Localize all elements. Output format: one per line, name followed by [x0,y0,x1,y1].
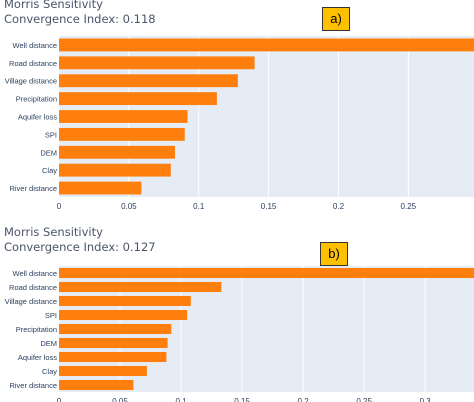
panel-tag-a: a) [322,7,350,31]
y-tick-label-b-7: Clay [42,367,57,376]
y-tick-label-b-8: River distance [9,381,57,390]
chart-title-b: Morris Sensitivity Convergence Index: 0.… [4,226,156,254]
bar-b-0 [59,267,474,279]
bar-b-2 [59,295,191,307]
y-tick-label-a-6: DEM [40,148,57,157]
y-tick-label-a-1: Road distance [9,59,57,68]
y-tick-label-a-7: Clay [42,166,57,175]
bar-b-5 [59,337,168,349]
x-tick-label-b-4: 0.2 [298,397,310,402]
bar-a-0 [59,38,474,52]
x-tick-label-b-6: 0.3 [420,397,432,402]
y-tick-label-a-2: Village distance [5,77,57,86]
bar-a-2 [59,74,238,88]
x-tick-label-a-5: 0.25 [401,202,417,211]
x-tick-label-a-1: 0.05 [121,202,137,211]
bar-b-1 [59,281,222,293]
y-tick-label-b-3: SPI [45,311,57,320]
y-tick-label-b-1: Road distance [9,283,57,292]
chart-panel-a: Morris Sensitivity Convergence Index: 0.… [4,0,474,211]
bar-b-6 [59,351,167,363]
y-tick-label-a-0: Well distance [13,41,57,50]
chart-title-text-b: Morris Sensitivity [4,225,103,239]
bar-a-3 [59,92,217,106]
x-tick-label-a-4: 0.2 [333,202,345,211]
y-tick-label-a-8: River distance [9,184,57,193]
y-tick-label-b-6: Aquifer loss [18,353,57,362]
y-tick-label-a-4: Aquifer loss [18,113,57,122]
x-tick-label-a-2: 0.1 [193,202,205,211]
x-tick-label-b-0: 0 [57,397,62,402]
chart-title-a: Morris Sensitivity Convergence Index: 0.… [4,0,156,26]
x-tick-label-a-3: 0.15 [261,202,277,211]
bar-b-7 [59,365,147,377]
x-tick-label-b-2: 0.1 [175,397,187,402]
y-tick-label-b-5: DEM [40,339,57,348]
bar-a-4 [59,110,188,123]
bar-b-8 [59,379,134,391]
bar-b-4 [59,323,172,335]
bar-a-5 [59,127,185,141]
bar-a-8 [59,181,142,195]
bar-a-6 [59,145,175,159]
chart-subtitle-b: Convergence Index: 0.127 [4,240,156,254]
chart-title-text-a: Morris Sensitivity [4,0,103,11]
bar-chart-a: 0 0.05 0.1 0.15 0.2 0.25 Well distance Road dis… [5,36,474,211]
y-tick-label-b-4: Precipitation [16,325,57,334]
chart-panel-b: Morris Sensitivity Convergence Index: 0.… [0,212,474,402]
bar-b-3 [59,309,188,321]
y-tick-label-b-2: Village distance [5,297,57,306]
x-tick-label-b-5: 0.25 [356,397,372,402]
y-tick-label-a-3: Precipitation [16,95,57,104]
chart-subtitle-a: Convergence Index: 0.118 [4,12,156,26]
bar-a-1 [59,56,255,70]
bar-a-7 [59,163,171,177]
bar-chart-b: 0 0.05 0.1 0.15 0.2 0.25 0.3 Well distance Road … [5,266,474,402]
x-tick-label-b-3: 0.15 [234,397,250,402]
x-tick-label-b-1: 0.05 [112,397,128,402]
panel-tag-b: b) [320,242,348,266]
y-tick-label-b-0: Well distance [13,269,57,278]
y-tick-label-a-5: SPI [45,130,57,139]
x-tick-label-a-0: 0 [57,202,62,211]
